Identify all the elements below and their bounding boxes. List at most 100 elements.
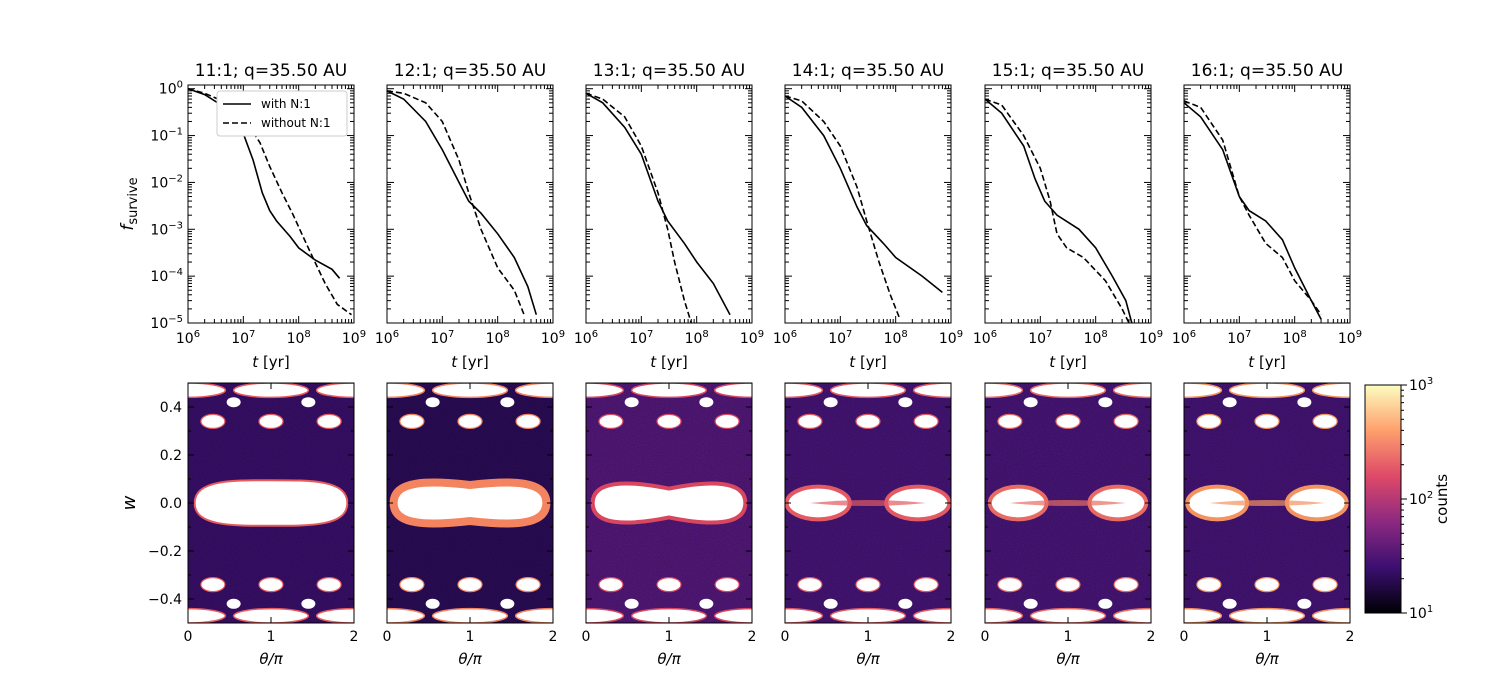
y-tick-label: −0.4 xyxy=(148,592,182,608)
edge-island xyxy=(1311,383,1350,399)
x-tick-label: 109 xyxy=(342,329,366,347)
panel-title: 12:1; q=35.50 AU xyxy=(394,61,547,81)
resonance-island xyxy=(193,479,349,527)
minor-island xyxy=(425,598,440,609)
secondary-island xyxy=(457,413,483,429)
series-with-n1-line xyxy=(1183,102,1322,320)
x-tick-label: 107 xyxy=(1028,329,1052,347)
minor-island xyxy=(1297,598,1312,609)
minor-island xyxy=(823,397,838,408)
survival-panel-6: 16:1; q=35.50 AU 106 107 108 109 t [yr] xyxy=(1172,61,1362,371)
x-tick-label: 109 xyxy=(541,329,565,347)
x-tick-label: 0 xyxy=(582,629,591,645)
x-tick-label: 109 xyxy=(1139,329,1163,347)
heatmap-body xyxy=(785,383,951,623)
plot-frame xyxy=(187,84,355,324)
edge-island xyxy=(188,607,227,623)
series-without-n1-line xyxy=(984,98,1130,324)
secondary-island xyxy=(1254,413,1280,429)
plot-frame xyxy=(984,84,1152,324)
resonance-heatmap-panels: 0 1 2 θ/π 0.4 0.2 0.0 −0.2 −0.4 w 0 1 2 θ/π 0 1 2 θ/π 0 1 2 θ… xyxy=(119,382,1355,668)
x-tick-label: 108 xyxy=(486,329,510,347)
legend: with N:1 without N:1 xyxy=(216,90,348,137)
secondary-island xyxy=(797,576,823,593)
x-axis-label: t [yr] xyxy=(252,353,289,371)
minor-island xyxy=(301,397,316,408)
x-axis-label: θ/π xyxy=(458,650,482,668)
x-tick-label: 0 xyxy=(781,629,790,645)
y-tick-label: 10−5 xyxy=(150,314,183,332)
minor-island xyxy=(1297,397,1312,408)
plot-frame xyxy=(585,84,753,324)
y-tick-label: −0.2 xyxy=(148,544,182,560)
x-tick-label: 2 xyxy=(549,629,558,645)
x-tick-label: 0 xyxy=(981,629,990,645)
x-tick-label: 2 xyxy=(748,629,757,645)
x-tick-label: 1 xyxy=(1064,629,1073,645)
edge-island xyxy=(514,607,553,623)
secondary-island xyxy=(316,576,342,593)
edge-island xyxy=(1112,607,1151,623)
plot-frame xyxy=(187,382,355,624)
minor-island xyxy=(500,598,515,609)
minor-island xyxy=(823,598,838,609)
plot-frame xyxy=(585,382,753,624)
x-tick-label: 108 xyxy=(287,329,311,347)
plot-frame xyxy=(984,382,1152,624)
y-axis-label: fsurvive xyxy=(118,177,141,230)
edge-island xyxy=(713,607,752,623)
x-axis-label: θ/π xyxy=(856,650,880,668)
heatmap-body xyxy=(387,383,553,623)
x-tick-label: 106 xyxy=(1172,329,1196,347)
x-tick-label: 2 xyxy=(350,629,359,645)
edge-island xyxy=(1228,383,1306,399)
edge-island xyxy=(514,383,553,399)
x-tick-label: 1 xyxy=(864,629,873,645)
minor-island xyxy=(425,397,440,408)
x-tick-label: 108 xyxy=(685,329,709,347)
secondary-island xyxy=(598,576,624,593)
x-tick-label: 2 xyxy=(1346,629,1355,645)
x-tick-label: 106 xyxy=(574,329,598,347)
x-axis-label: θ/π xyxy=(259,650,283,668)
series-with-n1-line xyxy=(984,98,1133,324)
secondary-island xyxy=(714,576,740,593)
edge-island xyxy=(188,383,227,399)
x-axis-label: θ/π xyxy=(1255,650,1279,668)
x-tick-label: 107 xyxy=(231,329,255,347)
secondary-island xyxy=(515,413,541,429)
colorbar: 103 102 101 counts xyxy=(1364,376,1451,622)
secondary-island xyxy=(1055,576,1081,593)
minor-island xyxy=(1222,598,1237,609)
secondary-island xyxy=(913,576,939,593)
legend-label: with N:1 xyxy=(261,97,311,111)
panel-title: 11:1; q=35.50 AU xyxy=(195,61,348,81)
heatmap-body xyxy=(985,383,1151,623)
minor-island xyxy=(624,397,639,408)
heatmap-panel-3: 0 1 2 θ/π xyxy=(582,382,757,668)
x-tick-label: 108 xyxy=(1283,329,1307,347)
secondary-island xyxy=(598,413,624,429)
secondary-island xyxy=(200,413,226,429)
secondary-island xyxy=(714,413,740,429)
survival-panel-1: 11:1; q=35.50 AU 106 107 108 109 t [yr] 100 10−… xyxy=(118,61,366,371)
x-axis-label: t [yr] xyxy=(650,353,687,371)
x-tick-label: 109 xyxy=(939,329,963,347)
secondary-island xyxy=(997,576,1023,593)
x-tick-label: 0 xyxy=(383,629,392,645)
x-tick-label: 2 xyxy=(1147,629,1156,645)
y-tick-label: 10−2 xyxy=(150,173,183,191)
edge-island xyxy=(431,383,509,399)
legend-label: without N:1 xyxy=(261,116,331,130)
secondary-island xyxy=(399,576,425,593)
minor-island xyxy=(500,397,515,408)
panel-title: 16:1; q=35.50 AU xyxy=(1191,61,1344,81)
secondary-island xyxy=(656,413,682,429)
series-with-n1-line xyxy=(386,90,538,315)
minor-island xyxy=(898,598,913,609)
minor-island xyxy=(1023,598,1038,609)
heatmap-panel-4: 0 1 2 θ/π xyxy=(781,382,955,668)
heatmap-panel-1: 0 1 2 θ/π 0.4 0.2 0.0 −0.2 −0.4 w xyxy=(119,382,359,668)
secondary-island xyxy=(316,413,342,429)
